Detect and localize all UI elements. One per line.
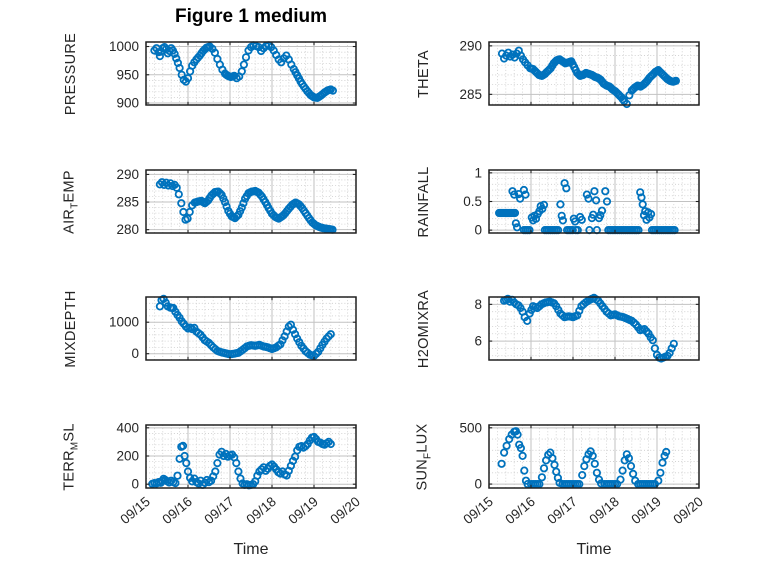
y-axis-label-sun-flux: SUNFLUX <box>414 423 434 490</box>
tick-marks <box>145 42 357 105</box>
y-tick-label: 0 <box>474 223 482 238</box>
y-tick-label: 1 <box>474 165 482 180</box>
minor-grid <box>489 425 699 488</box>
minor-grid <box>146 297 356 361</box>
x-tick-label: 09/17 <box>544 494 580 527</box>
x-axis-label-right: Time <box>576 541 612 558</box>
y-tick-label: 950 <box>116 67 139 82</box>
y-axis-label-h2omixra: H2OMIXRA <box>416 289 432 368</box>
y-axis-label-theta: THETA <box>416 49 432 98</box>
y-tick-label: 0 <box>131 477 139 492</box>
y-tick-label: 200 <box>116 449 139 464</box>
x-tick-label: 09/16 <box>159 494 195 527</box>
tick-marks <box>488 297 700 360</box>
x-axis-label-left: Time <box>233 541 269 558</box>
series-h2omixra-markers <box>499 293 678 363</box>
subplot-pressure: 900 950 1000 <box>109 39 357 111</box>
y-tick-label: 0 <box>131 346 139 361</box>
x-tick-label: 09/15 <box>117 494 153 527</box>
subplot-h2omixra: 68 <box>474 293 700 363</box>
y-tick-label: 290 <box>459 38 482 53</box>
axes-box <box>145 296 357 361</box>
series-mixdepth-markers <box>155 294 335 360</box>
x-tick-label: 09/15 <box>460 494 496 527</box>
series-pressure-markers <box>150 41 337 103</box>
y-tick-label: 290 <box>116 167 139 182</box>
x-tick-label: 09/19 <box>628 494 664 527</box>
subplot-theta: 285 290 <box>459 38 700 109</box>
tick-marks <box>488 170 700 233</box>
subplot-sun-flux: 0 500 09/15 09/16 09/17 09/18 09/19 09/20 <box>459 420 705 527</box>
axes-box <box>488 424 700 489</box>
series-sun-flux-markers <box>497 427 671 489</box>
y-tick-label: 280 <box>116 222 139 237</box>
x-tick-label: 09/18 <box>586 494 622 527</box>
y-tick-label: 285 <box>116 195 139 210</box>
major-grid <box>146 170 356 233</box>
axes-box <box>145 169 357 234</box>
y-tick-label: 400 <box>116 420 139 435</box>
tick-marks <box>145 170 357 233</box>
axes-box <box>488 41 700 106</box>
y-tick-label: 6 <box>474 334 482 349</box>
subplot-rainfall: 00.51 <box>463 165 700 238</box>
y-tick-label: 500 <box>459 420 482 435</box>
x-tick-label: 09/20 <box>670 494 706 527</box>
x-tick-label: 09/20 <box>327 494 363 527</box>
figure-title: Figure 1 medium <box>174 6 328 27</box>
major-grid <box>146 42 356 105</box>
minor-grid <box>146 170 356 233</box>
y-axis-label-terr-msl: TERRMSL <box>61 422 81 491</box>
series-air-temp-markers <box>155 178 337 234</box>
series-rainfall-markers <box>494 179 679 235</box>
y-axis-label-air-temp: AIRTEMP <box>61 169 81 234</box>
tick-marks <box>145 297 357 360</box>
y-axis-label-pressure: PRESSURE <box>63 32 79 115</box>
subplot-mixdepth: 0 1000 <box>109 294 357 361</box>
y-tick-label: 0.5 <box>463 194 482 209</box>
tick-marks <box>488 425 700 488</box>
x-tick-label: 09/17 <box>201 494 237 527</box>
y-tick-label: 0 <box>474 477 482 492</box>
y-tick-label: 1000 <box>109 315 139 330</box>
axes-box <box>145 41 357 106</box>
axes-box <box>488 296 700 361</box>
tick-marks <box>488 42 700 105</box>
y-tick-label: 1000 <box>109 39 139 54</box>
subplot-terr-msl: 0 200 400 09/15 09/16 09/17 09/18 09/19 09/20 <box>116 420 362 527</box>
tick-marks <box>145 425 357 488</box>
series-theta-markers <box>497 46 681 109</box>
x-tick-label: 09/19 <box>285 494 321 527</box>
series-terr-msl-markers <box>148 432 335 490</box>
x-tick-label: 09/16 <box>502 494 538 527</box>
y-tick-label: 8 <box>474 297 482 312</box>
y-tick-label: 900 <box>116 96 139 111</box>
x-tick-label: 09/18 <box>243 494 279 527</box>
y-axis-label-rainfall: RAINFALL <box>416 166 432 237</box>
y-axis-label-mixdepth: MIXDEPTH <box>63 289 79 368</box>
subplot-air-temp: 280 285 290 <box>116 167 357 237</box>
y-tick-label: 285 <box>459 87 482 102</box>
